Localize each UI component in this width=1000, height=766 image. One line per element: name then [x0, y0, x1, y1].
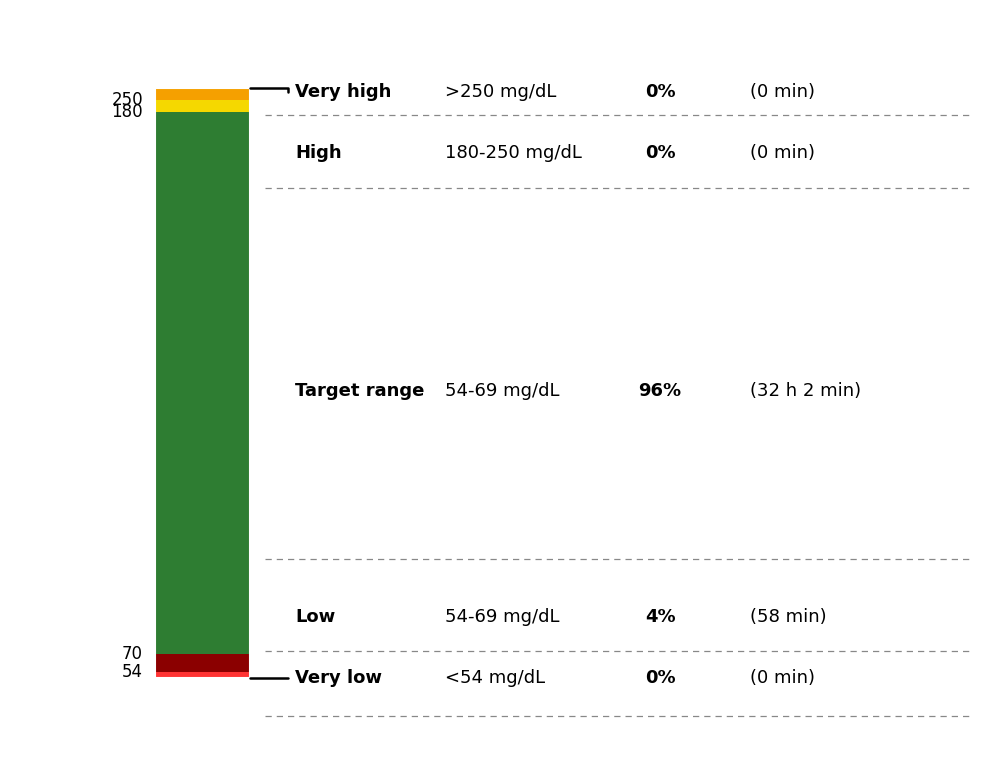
- Text: 96%: 96%: [638, 381, 682, 400]
- Text: (58 min): (58 min): [750, 607, 827, 626]
- Bar: [155, 100, 250, 112]
- Text: 70: 70: [122, 645, 143, 663]
- Text: 0%: 0%: [645, 83, 675, 101]
- Text: 0%: 0%: [645, 144, 675, 162]
- Bar: [155, 672, 250, 678]
- Text: 250: 250: [111, 91, 143, 109]
- Text: 0%: 0%: [645, 669, 675, 687]
- Text: (0 min): (0 min): [750, 144, 815, 162]
- Text: 54-69 mg/dL: 54-69 mg/dL: [445, 381, 560, 400]
- Text: >250 mg/dL: >250 mg/dL: [445, 83, 556, 101]
- Text: <54 mg/dL: <54 mg/dL: [445, 669, 545, 687]
- Text: (32 h 2 min): (32 h 2 min): [750, 381, 861, 400]
- Text: (0 min): (0 min): [750, 669, 815, 687]
- Text: (0 min): (0 min): [750, 83, 815, 101]
- Text: Low: Low: [295, 607, 335, 626]
- Text: 180: 180: [111, 103, 143, 121]
- Bar: [155, 88, 250, 678]
- Text: Time in ranges: Time in ranges: [54, 27, 251, 51]
- Text: 4%: 4%: [645, 607, 675, 626]
- Text: Very high: Very high: [295, 83, 391, 101]
- Text: 54: 54: [122, 663, 143, 681]
- Text: 54-69 mg/dL: 54-69 mg/dL: [445, 607, 560, 626]
- Text: Very low: Very low: [295, 669, 382, 687]
- Text: Target range: Target range: [295, 381, 424, 400]
- Bar: [155, 112, 250, 654]
- Bar: [155, 88, 250, 100]
- Bar: [155, 654, 250, 672]
- Text: 180-250 mg/dL: 180-250 mg/dL: [445, 144, 582, 162]
- Text: High: High: [295, 144, 342, 162]
